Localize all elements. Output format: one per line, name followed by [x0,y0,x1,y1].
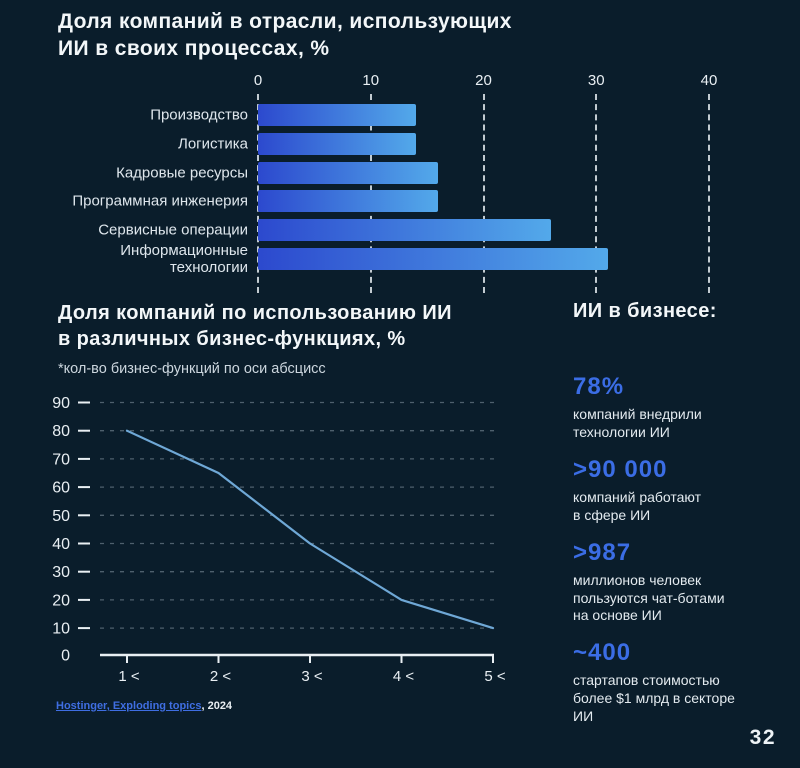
stat-value: >90 000 [573,455,668,483]
stat-value: ~400 [573,639,632,667]
line-chart-note: *кол-во бизнес-функций по оси абсцисс [58,361,326,377]
line-y-tick-label: 50 [52,508,70,525]
stat-value: 78% [573,373,625,400]
line-y-tick-label: 20 [52,592,70,609]
bar-gridline [708,94,710,293]
stat-item: >987 миллионов человек пользуются чат-бот… [573,539,788,626]
bar-gridline [595,94,598,293]
line-y-tick-label: 70 [52,451,70,468]
bar-category-label: Кадровые ресурсы [116,163,248,181]
bar-x-tick-label: 30 [587,72,605,89]
bar-x-tick-label: 0 [253,72,263,89]
stat-text: компаний работают в сфере ИИ [573,488,702,523]
line-x-tick-label: 4 < [393,668,415,685]
bar-chart-title: Доля компаний в отрасли, использующих ИИ… [58,10,512,61]
stat-text: компаний внедрили технологии ИИ [573,406,702,440]
stat-text: стартапов стоимостью более $1 млрд в сек… [573,672,735,725]
line-x-tick-label: 5 < [484,668,506,685]
bar [258,132,416,155]
source-year: , 2024 [201,700,233,712]
line-chart: 90 80 70 60 50 40 30 20 10 0 1 < 2 < 3 < 4 < 5 < [52,395,506,685]
bar-category-label: Сервисные операции [98,221,248,239]
source-link[interactable]: Hostinger, Exploding topics [56,700,202,712]
source-line: Hostinger, Exploding topics, 2024 [56,700,232,712]
bar-gridline [482,94,485,293]
bar [258,161,439,184]
line-y-tick-label: 60 [52,480,70,497]
line-chart-title: Доля компаний по использованию ИИ в разл… [58,302,452,350]
bar-category-label: Производство [150,106,248,124]
stats-list: 78% компаний внедрили технологии ИИ >90 00… [573,373,788,726]
line-x-tick-label: 3 < [301,668,323,685]
line-x-tick-label: 2 < [210,668,232,685]
bar-category-label: Информационные технологии [120,241,248,276]
bar-category-label: Логистика [177,135,248,153]
line-y-tick-label: 80 [52,423,70,440]
bar-x-tick-label: 20 [475,72,492,89]
bar-chart: 0 10 20 30 40 Производство Логистика Кадровые р… [0,0,800,300]
bar [258,190,439,213]
line-y-tick-label: 30 [52,564,70,581]
chart-line [125,429,495,630]
stat-item: ~400 стартапов стоимостью более $1 млрд в… [573,639,788,726]
bar [258,248,608,270]
line-y-tick-label: 0 [61,648,70,665]
bar-x-tick-label: 40 [700,72,718,89]
bar [258,219,552,242]
line-y-tick-label: 90 [52,395,70,412]
stat-value: >987 [573,538,632,566]
stats-heading: ИИ в бизнесе: [573,300,717,322]
stat-text: миллионов человек пользуются чат-ботами … [573,571,725,624]
line-x-tick-label: 1 < [118,668,140,685]
line-y-tick-label: 40 [52,536,70,553]
bar-x-tick-label: 10 [362,72,380,89]
stat-item: 78% компаний внедрили технологии ИИ [573,373,788,442]
bar-category-label: Программная инженерия [72,192,248,210]
page-number: 32 [749,726,776,749]
stats-panel: ИИ в бизнесе: 78% компаний внедрили техно… [573,300,788,740]
bar [258,104,416,126]
line-y-tick-label: 10 [52,621,70,638]
stat-item: >90 000 компаний работают в сфере ИИ [573,456,788,525]
